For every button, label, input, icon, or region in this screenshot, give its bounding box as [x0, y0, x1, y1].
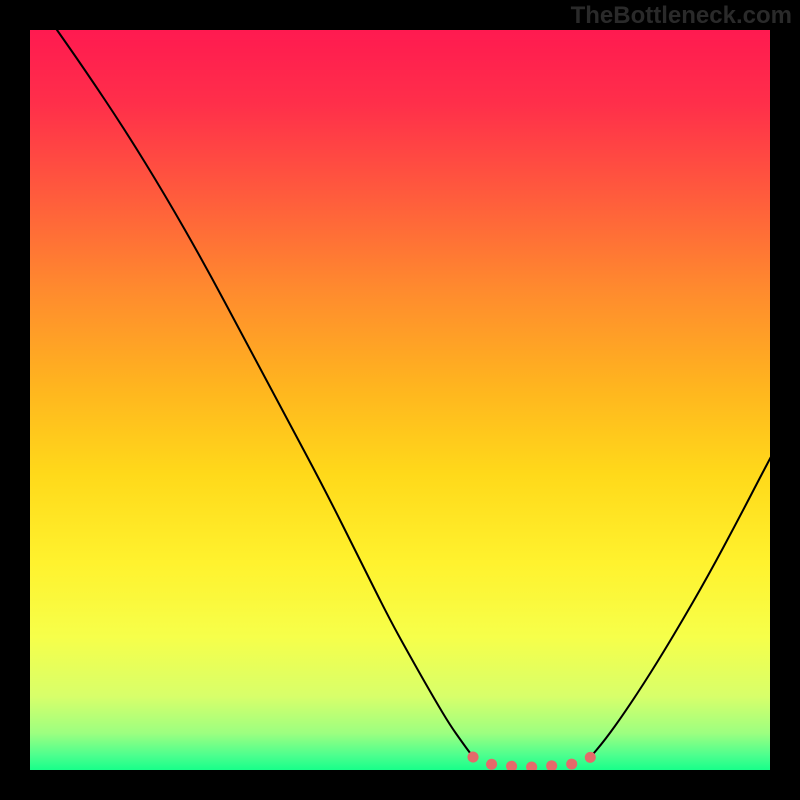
curve-right	[588, 440, 780, 760]
chart-svg	[30, 30, 770, 770]
curve-left	[50, 20, 476, 760]
watermark-text: TheBottleneck.com	[571, 2, 792, 30]
frame-left	[0, 0, 30, 800]
frame-right	[770, 0, 800, 800]
frame-bottom	[0, 770, 800, 800]
plot-area	[30, 30, 770, 770]
curve-bottom-highlight	[473, 756, 592, 767]
